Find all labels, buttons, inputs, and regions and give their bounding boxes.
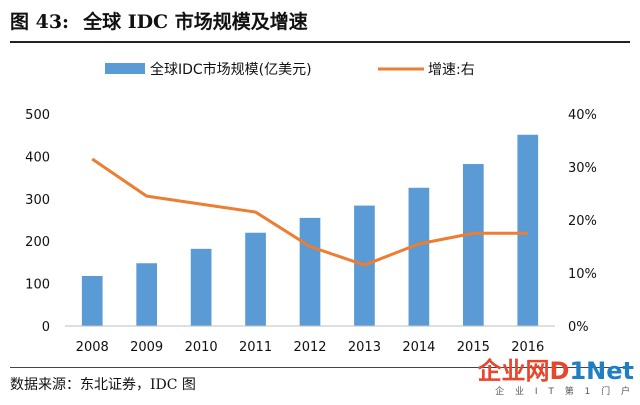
x-tick-label: 2016 [511,340,544,355]
y-axis-left: 0 100 200 300 400 500 [25,108,50,335]
bar-2010 [190,248,212,326]
bar-2016 [517,134,539,326]
y-axis-right: 0% 10% 20% 30% 40% [568,108,597,335]
figure-title-text: 全球 IDC 市场规模及增速 [83,11,308,33]
y-right-tick-label: 20% [568,214,597,229]
bar-series [81,134,539,326]
bar-2011 [245,232,266,326]
y-left-tick-label: 0 [42,320,50,335]
figure-label: 图 43: [10,11,70,33]
y-right-tick-label: 40% [568,108,597,123]
figure-title: 图 43: 全球 IDC 市场规模及增速 [10,5,630,39]
y-left-tick-label: 100 [25,278,50,293]
legend-label-bar: 全球IDC市场规模(亿美元) [150,61,312,78]
watermark-cn: 企业网 [477,357,550,385]
chart: 全球IDC市场规模(亿美元) 增速:右 0 100 200 300 400 500 0% 1… [25,61,597,355]
x-tick-label: 2013 [348,340,381,355]
y-right-tick-label: 30% [568,161,597,176]
source-note: 数据来源：东北证券，IDC 图 [10,377,196,393]
legend: 全球IDC市场规模(亿美元) 增速:右 [105,61,475,78]
y-left-tick-label: 500 [25,108,50,123]
x-tick-label: 2010 [185,340,218,355]
watermark-logo: 企业网D1Net 企 业 I T 第 1 门 户 [464,356,634,404]
x-tick-label: 2009 [130,340,163,355]
y-right-tick-label: 10% [568,267,597,282]
y-left-tick-label: 400 [25,150,50,165]
bar-2015 [462,164,484,326]
y-left-tick-label: 300 [25,193,50,208]
x-tick-label: 2011 [239,340,272,355]
watermark-inet: 1Net [569,357,634,385]
growth-line [91,157,528,267]
x-tick-label: 2014 [402,340,435,355]
x-tick-label: 2012 [293,340,326,355]
source-divider [10,367,630,368]
title-divider [10,41,630,43]
bar-2012 [299,217,321,326]
x-tick-label: 2008 [76,340,109,355]
x-axis-labels: 2008 2009 2010 2011 2012 2013 2014 2015 2016 [76,340,545,355]
x-tick-label: 2015 [457,340,490,355]
bar-2008 [81,275,103,326]
bar-2009 [136,263,158,326]
bar-2014 [408,187,430,326]
legend-label-line: 增速:右 [428,62,475,78]
y-right-tick-label: 0% [568,320,589,335]
legend-swatch-bar [105,63,145,74]
watermark-d: D [549,357,570,385]
watermark-subtitle: 企 业 I T 第 1 门 户 [495,387,634,397]
y-left-tick-label: 200 [25,235,50,250]
